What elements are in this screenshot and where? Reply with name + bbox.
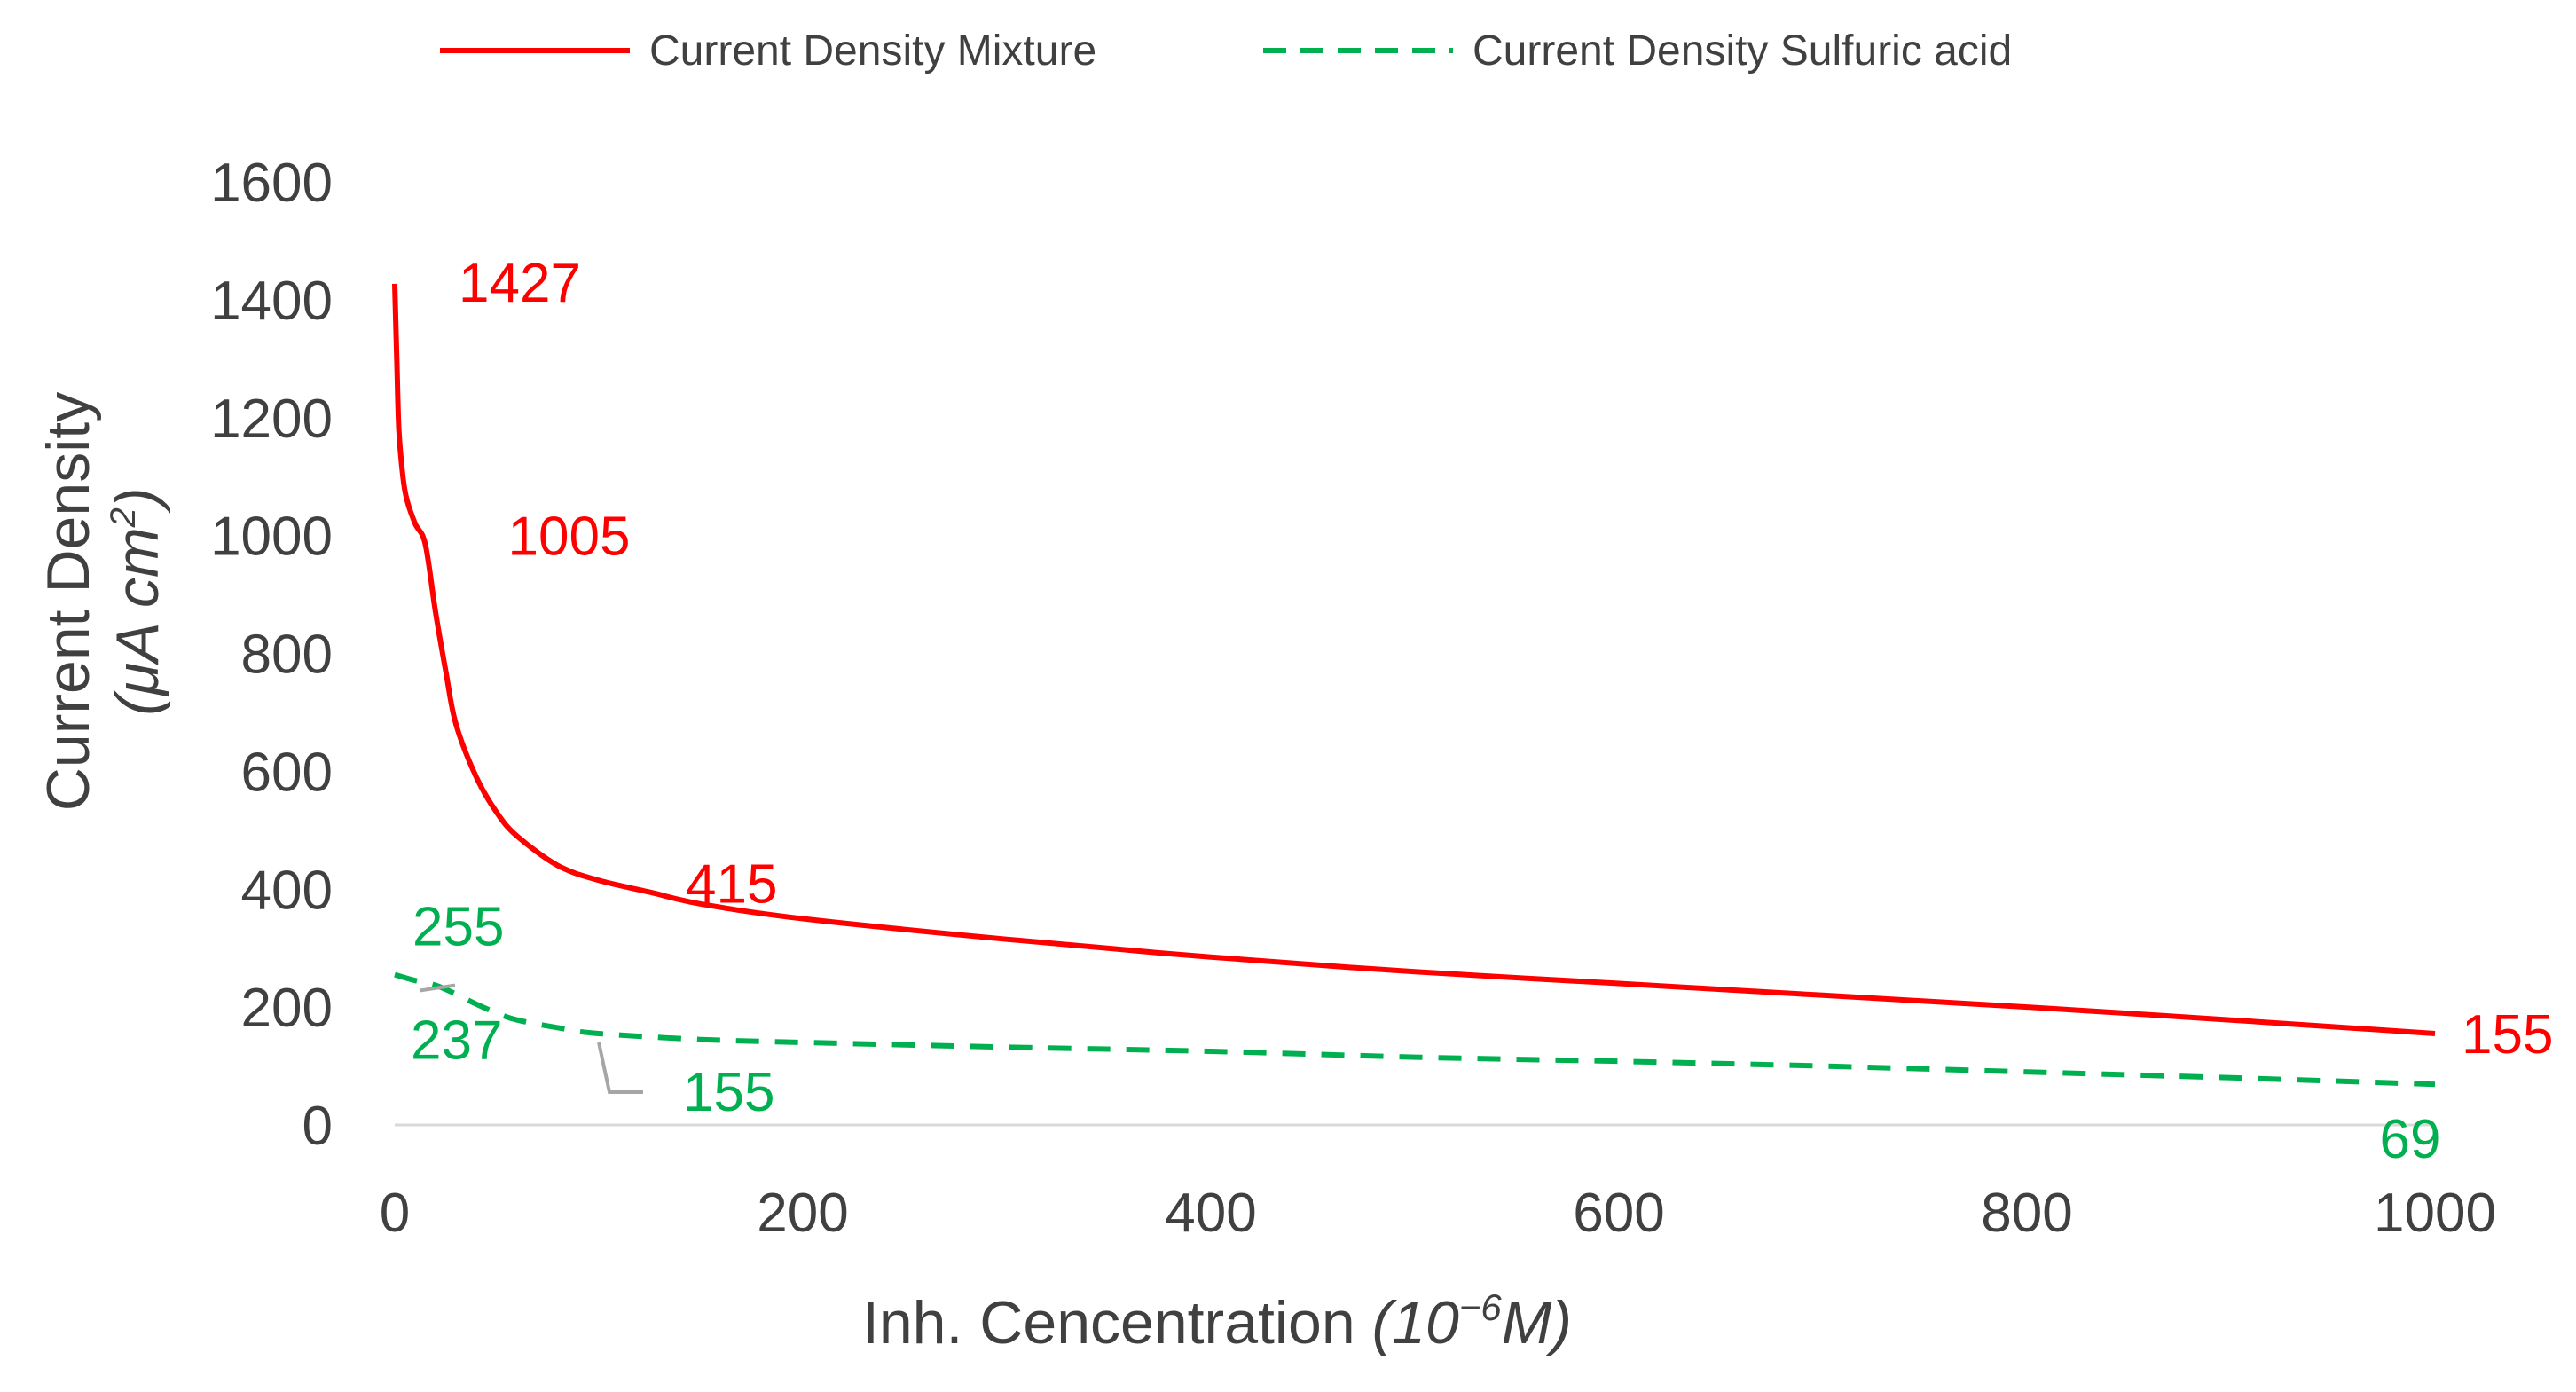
leader-lines (419, 983, 643, 1095)
x-tick-label: 800 (1981, 1183, 2072, 1244)
y-tick-label: 1400 (210, 271, 333, 332)
x-tick-label: 1000 (2374, 1183, 2496, 1244)
data-label: 1427 (459, 253, 581, 314)
x-axis-title: Inh. Cencentration (10−6M) (862, 1286, 1572, 1357)
leader-line-155 (597, 1042, 643, 1095)
y-tick-label: 1000 (210, 507, 333, 568)
y-axis-title-line1: Current Density (35, 392, 102, 811)
data-label: 69 (2380, 1109, 2441, 1170)
data-label: 155 (683, 1062, 774, 1123)
legend-label-mixture: Current Density Mixture (649, 28, 1096, 75)
x-tick-label: 0 (380, 1183, 410, 1244)
y-axis-title: Current Density (μA cm2) (35, 392, 171, 811)
y-tick-label: 800 (241, 625, 333, 686)
data-label: 415 (686, 853, 777, 915)
x-tick-label: 400 (1165, 1183, 1256, 1244)
y-tick-label: 1600 (210, 153, 333, 214)
x-tick-label: 200 (757, 1183, 848, 1244)
y-tick-label: 0 (302, 1096, 333, 1157)
data-label: 255 (412, 897, 504, 958)
series-layer (392, 283, 2436, 1088)
data-labels: 1427 1005 415 155 255 237 155 69 (411, 253, 2553, 1170)
y-tick-label: 1200 (210, 389, 333, 450)
legend-label-sulfuric: Current Density Sulfuric acid (1473, 28, 2012, 75)
y-tick-label: 200 (241, 978, 333, 1039)
y-tick-label: 600 (241, 742, 333, 803)
series-line-mixture (392, 283, 2436, 1036)
series-line-sulfuric-acid (394, 971, 2436, 1088)
y-tick-label: 400 (241, 860, 333, 921)
x-tick-label: 600 (1573, 1183, 1664, 1244)
data-label: 155 (2462, 1004, 2553, 1066)
leader-line-255 (419, 983, 456, 993)
y-axis-title-line2: (μA cm2) (104, 487, 171, 715)
legend: Current Density Mixture Current Density … (440, 28, 2012, 75)
x-axis-tick-labels: 0 200 400 600 800 1000 (380, 1183, 2496, 1244)
data-label: 1005 (508, 506, 631, 567)
data-label: 237 (411, 1011, 502, 1072)
y-axis-tick-labels: 0 200 400 600 800 1000 1200 1400 1600 (210, 153, 333, 1157)
